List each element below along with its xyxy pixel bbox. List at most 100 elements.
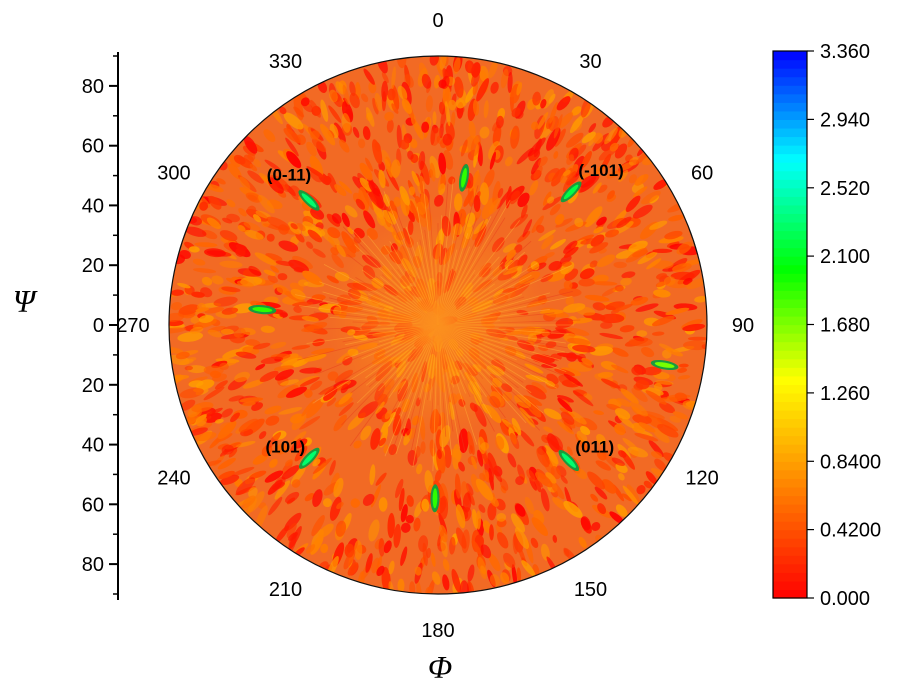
texture-blob <box>369 464 376 486</box>
texture-blob <box>199 201 209 211</box>
texture-blob <box>495 115 504 129</box>
center-glow <box>328 215 548 435</box>
texture-blob <box>378 437 387 447</box>
texture-blob <box>540 273 554 283</box>
texture-blob <box>500 572 510 584</box>
psi-tick-label: 80 <box>82 76 104 98</box>
texture-blob <box>192 258 206 266</box>
texture-blob <box>255 363 266 371</box>
texture-blob <box>247 153 256 161</box>
texture-blob <box>578 173 591 183</box>
texture-blob <box>320 99 329 122</box>
texture-blob <box>268 496 283 516</box>
texture-blob <box>593 410 605 416</box>
texture-blob <box>326 275 339 284</box>
colorbar-band <box>773 521 807 531</box>
texture-blob <box>429 155 440 179</box>
peak-labels: (-101) (011) (101) (0-11) <box>265 161 623 457</box>
texture-blob <box>668 214 685 222</box>
texture-blob <box>306 241 314 249</box>
texture-blob <box>516 82 523 96</box>
texture-blob <box>622 485 639 505</box>
texture-blob <box>370 484 382 508</box>
texture-blob <box>442 574 450 591</box>
texture-blob <box>468 121 476 139</box>
texture-blob <box>616 216 632 229</box>
texture-blob <box>578 278 595 287</box>
texture-blob <box>273 365 294 371</box>
texture-blob <box>311 348 335 355</box>
texture-blob <box>483 100 489 119</box>
texture-blob <box>285 459 293 467</box>
texture-blob <box>243 221 261 231</box>
texture-blob <box>382 424 389 436</box>
texture-blob <box>601 479 617 494</box>
texture-blob <box>510 125 520 149</box>
texture-blob <box>584 294 610 302</box>
colorbar-ticks: 3.360 2.940 2.520 2.100 1.680 1.260 0.8400 0.42… <box>807 41 881 610</box>
texture-blob <box>514 527 530 549</box>
texture-blob <box>437 173 447 191</box>
texture-blob <box>652 428 670 443</box>
texture-blob <box>481 197 496 220</box>
texture-blob <box>535 480 543 488</box>
texture-blob <box>625 248 648 263</box>
texture-blob <box>238 418 259 433</box>
texture-blob <box>566 327 590 336</box>
texture-blob <box>635 303 659 312</box>
peak-core <box>461 167 467 188</box>
texture-blob <box>260 356 284 364</box>
texture-blob <box>272 482 286 491</box>
texture-blob <box>252 453 268 465</box>
texture-blob <box>258 431 267 440</box>
texture-blob <box>543 408 562 420</box>
colorbar-band <box>773 350 807 360</box>
texture-blob <box>609 511 625 525</box>
texture-blob <box>254 252 277 266</box>
texture-blob <box>434 469 442 483</box>
texture-blob <box>275 260 294 267</box>
psi-tick-label: 20 <box>82 255 104 277</box>
texture-blob <box>329 460 336 476</box>
texture-blob <box>393 523 401 548</box>
texture-blob <box>636 330 648 337</box>
texture-blob <box>616 398 632 407</box>
texture-blob <box>631 388 648 402</box>
texture-blob <box>606 170 622 179</box>
texture-blob <box>376 565 385 577</box>
texture-blob <box>318 523 334 538</box>
texture-blob <box>579 268 595 280</box>
texture-blob <box>217 457 236 470</box>
texture-blob <box>405 514 414 524</box>
texture-blob <box>312 338 325 347</box>
texture-blob <box>230 412 240 423</box>
texture-blob <box>547 196 555 204</box>
texture-blob <box>619 325 635 333</box>
texture-blob <box>562 171 577 193</box>
phi-tick-label: 300 <box>157 163 190 185</box>
texture-blob <box>656 273 667 280</box>
colorbar-band <box>773 333 807 343</box>
texture-blob <box>386 119 394 133</box>
texture-blob <box>221 444 234 455</box>
texture-blob <box>286 522 297 538</box>
texture-blob <box>242 401 256 407</box>
texture-blob <box>267 177 284 194</box>
texture-blob <box>323 176 332 184</box>
texture-blob <box>479 472 486 482</box>
texture-blob <box>479 126 490 139</box>
texture-blob <box>431 571 441 585</box>
texture-blob <box>596 216 607 226</box>
texture-blob <box>635 379 650 390</box>
texture-blob <box>214 380 228 390</box>
texture-blob <box>497 188 504 199</box>
texture-blob <box>455 504 466 529</box>
texture-blob <box>592 132 604 144</box>
texture-blob <box>399 186 410 206</box>
texture-blob <box>301 315 319 322</box>
texture-blob <box>611 364 629 374</box>
texture-blob <box>384 111 394 122</box>
texture-blob <box>221 286 241 293</box>
texture-blob <box>290 438 302 452</box>
texture-blob <box>549 203 561 216</box>
